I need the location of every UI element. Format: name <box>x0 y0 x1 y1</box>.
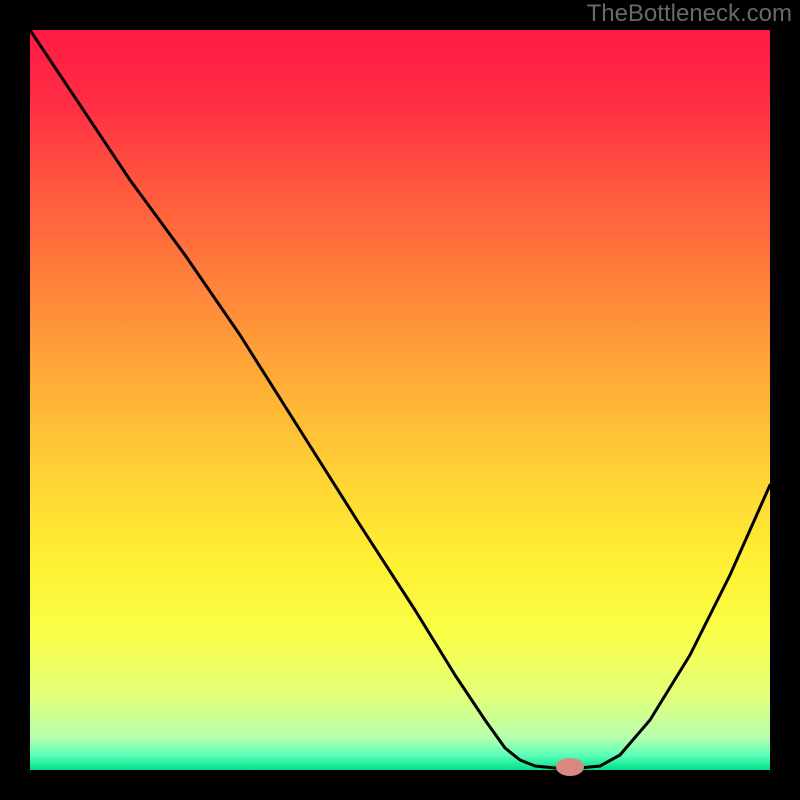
plot-area <box>30 30 770 770</box>
bottleneck-chart <box>0 0 800 800</box>
optimum-marker <box>556 758 584 776</box>
chart-stage: TheBottleneck.com <box>0 0 800 800</box>
